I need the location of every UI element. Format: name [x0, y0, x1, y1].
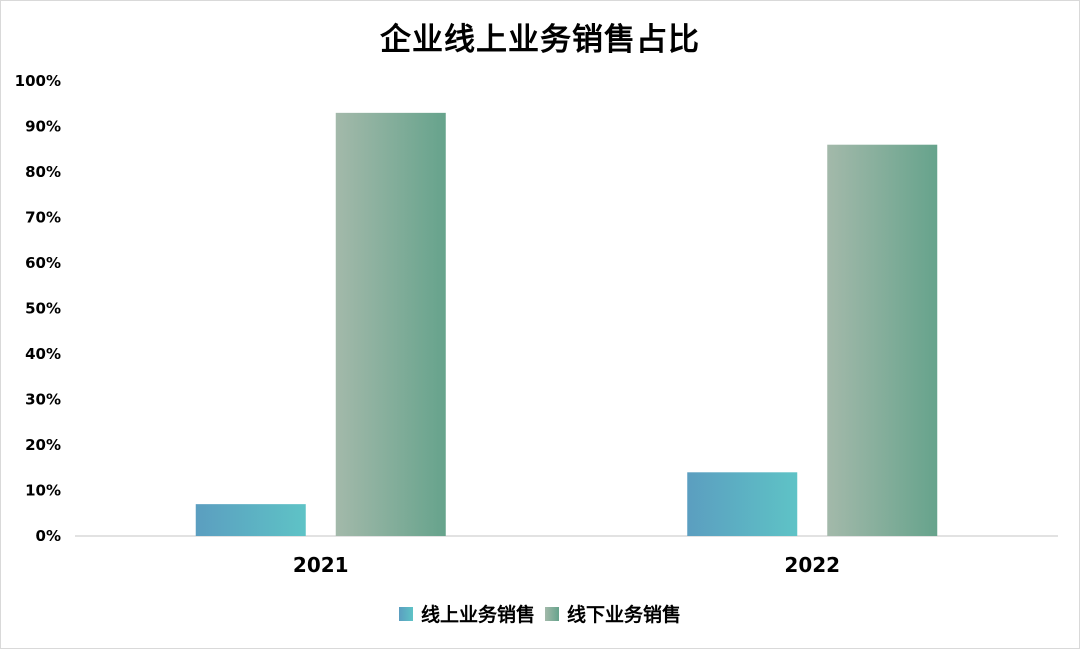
x-tick-label: 2021	[293, 553, 349, 577]
y-tick-label: 10%	[25, 482, 61, 500]
legend-label-offline: 线下业务销售	[567, 604, 682, 626]
chart-title: 企业线上业务销售占比	[380, 22, 700, 58]
y-tick-label: 70%	[25, 209, 61, 227]
bar-offline-2022	[827, 144, 938, 536]
legend: 线上业务销售 线下业务销售	[0, 600, 1080, 627]
legend-item-online: 线上业务销售	[398, 600, 535, 627]
bar-offline-2021	[335, 112, 446, 536]
bar-online-2022	[687, 472, 798, 536]
y-tick-label: 60%	[25, 254, 61, 272]
x-tick-label: 2022	[784, 553, 840, 577]
legend-swatch-online	[398, 606, 413, 621]
bar-online-2021	[195, 504, 306, 536]
y-tick-label: 100%	[15, 72, 61, 90]
legend-label-online: 线上业务销售	[420, 604, 535, 626]
y-tick-label: 0%	[36, 527, 61, 545]
y-tick-label: 20%	[25, 436, 61, 454]
y-tick-label: 80%	[25, 163, 61, 181]
legend-item-offline: 线下业务销售	[545, 600, 681, 627]
y-tick-label: 30%	[25, 391, 61, 409]
y-tick-label: 90%	[25, 118, 61, 136]
legend-swatch-offline	[545, 606, 559, 621]
y-tick-label: 40%	[25, 345, 61, 363]
y-tick-label: 50%	[25, 300, 61, 318]
